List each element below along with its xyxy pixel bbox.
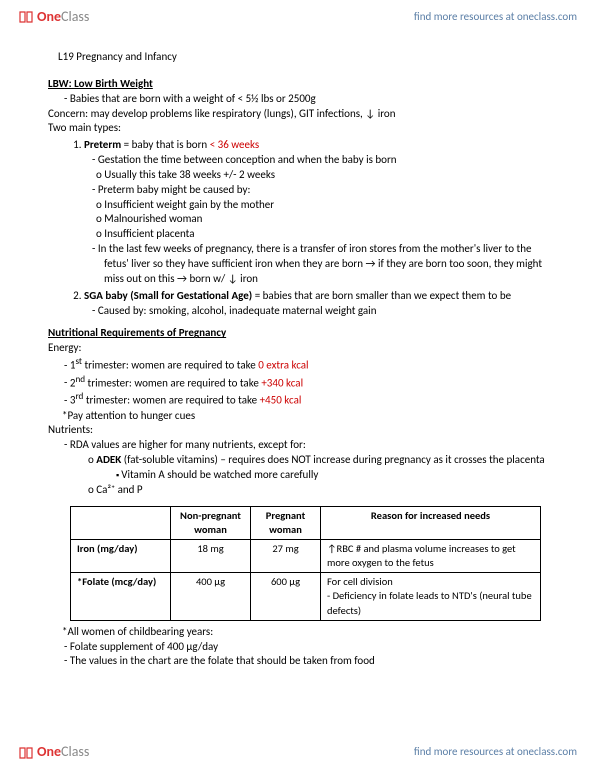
nutrient-table: Non-pregnant woman Pregnant woman Reason… xyxy=(70,506,541,621)
tri2: 2nd trimester: women are required to tak… xyxy=(76,374,547,392)
table-header-row: Non-pregnant woman Pregnant woman Reason… xyxy=(71,506,541,539)
th-0 xyxy=(71,506,171,539)
book-icon xyxy=(18,9,34,25)
sga-eq: = babies that are born smaller than we e… xyxy=(252,289,511,302)
preterm-red: < 36 weeks xyxy=(210,138,260,151)
rda-note: RDA values are higher for many nutrients… xyxy=(76,438,547,453)
table-row: *Folate (mcg/day) 400 µg 600 µg For cell… xyxy=(71,573,541,621)
page-header: OneClass find more resources at oneclass… xyxy=(0,8,595,27)
row1-np: 400 µg xyxy=(171,573,251,621)
footnote-values: The values in the chart are the folate t… xyxy=(76,654,547,669)
th-2: Pregnant woman xyxy=(251,506,321,539)
gestation: Gestation the time between conception an… xyxy=(104,153,547,168)
header-link[interactable]: find more resources at oneclass.com xyxy=(414,10,577,25)
footnote-supp: Folate supplement of 400 µg/day xyxy=(76,640,547,655)
nutrients-label: Nutrients: xyxy=(48,423,547,438)
logo-class: Class xyxy=(61,8,89,25)
th-1: Non-pregnant woman xyxy=(171,506,251,539)
lbw-types-intro: Two main types: xyxy=(48,121,547,136)
row1-p: 600 µg xyxy=(251,573,321,621)
nutri-heading: Nutritional Requirements of Pregnancy xyxy=(48,326,547,341)
lbw-concern: Concern: may develop problems like respi… xyxy=(48,107,547,122)
row0-p: 27 mg xyxy=(251,539,321,572)
logo: OneClass xyxy=(18,8,89,27)
preterm-eq: = baby that is born xyxy=(121,138,210,151)
row0-reason: ↑RBC # and plasma volume increases to ge… xyxy=(321,539,541,572)
preterm-cause-intro: Preterm baby might be caused by: xyxy=(104,183,547,198)
ca-p: Ca²⁺ and P xyxy=(104,483,547,498)
row1-label: *Folate (mcg/day) xyxy=(71,573,171,621)
hunger-cues: *Pay attention to hunger cues xyxy=(62,409,547,424)
row1-reason: For cell division - Deficiency in folate… xyxy=(321,573,541,621)
preterm-cause-2: Malnourished woman xyxy=(112,212,547,227)
sga-cause: Caused by: smoking, alcohol, inadequate … xyxy=(104,304,547,319)
footer-logo: OneClass xyxy=(18,743,89,762)
page-title: L19 Pregnancy and Infancy xyxy=(58,50,547,65)
th-3: Reason for increased needs xyxy=(321,506,541,539)
preterm-item: Preterm = baby that is born < 36 weeks G… xyxy=(84,138,547,286)
preterm-label: Preterm xyxy=(84,138,121,151)
tri1: 1st trimester: women are required to tak… xyxy=(76,356,547,374)
row0-label: Iron (mg/day) xyxy=(71,539,171,572)
sga-label: SGA baby (Small for Gestational Age) xyxy=(84,289,252,302)
table-row: Iron (mg/day) 18 mg 27 mg ↑RBC # and pla… xyxy=(71,539,541,572)
adek: ADEK (fat-soluble vitamins) – requires d… xyxy=(104,453,547,483)
footer-link[interactable]: find more resources at oneclass.com xyxy=(414,745,577,760)
lbw-heading: LBW: Low Birth Weight xyxy=(48,77,547,92)
row0-np: 18 mg xyxy=(171,539,251,572)
preterm-cause-3: Insufficient placenta xyxy=(112,227,547,242)
vit-a: Vitamin A should be watched more careful… xyxy=(132,468,547,483)
preterm-cause-1: Insufficient weight gain by the mother xyxy=(112,198,547,213)
logo-one: One xyxy=(37,8,61,25)
page-footer: OneClass find more resources at oneclass… xyxy=(0,743,595,762)
gestation-usual: Usually this take 38 weeks +/- 2 weeks xyxy=(112,168,547,183)
preterm-iron: In the last few weeks of pregnancy, ther… xyxy=(104,242,547,287)
energy-label: Energy: xyxy=(48,341,547,356)
book-icon xyxy=(18,745,34,761)
sga-item: SGA baby (Small for Gestational Age) = b… xyxy=(84,289,547,319)
footnote-women: *All women of childbearing years: xyxy=(62,625,547,640)
tri3: 3rd trimester: women are required to tak… xyxy=(76,391,547,409)
lbw-def: Babies that are born with a weight of < … xyxy=(76,92,547,107)
